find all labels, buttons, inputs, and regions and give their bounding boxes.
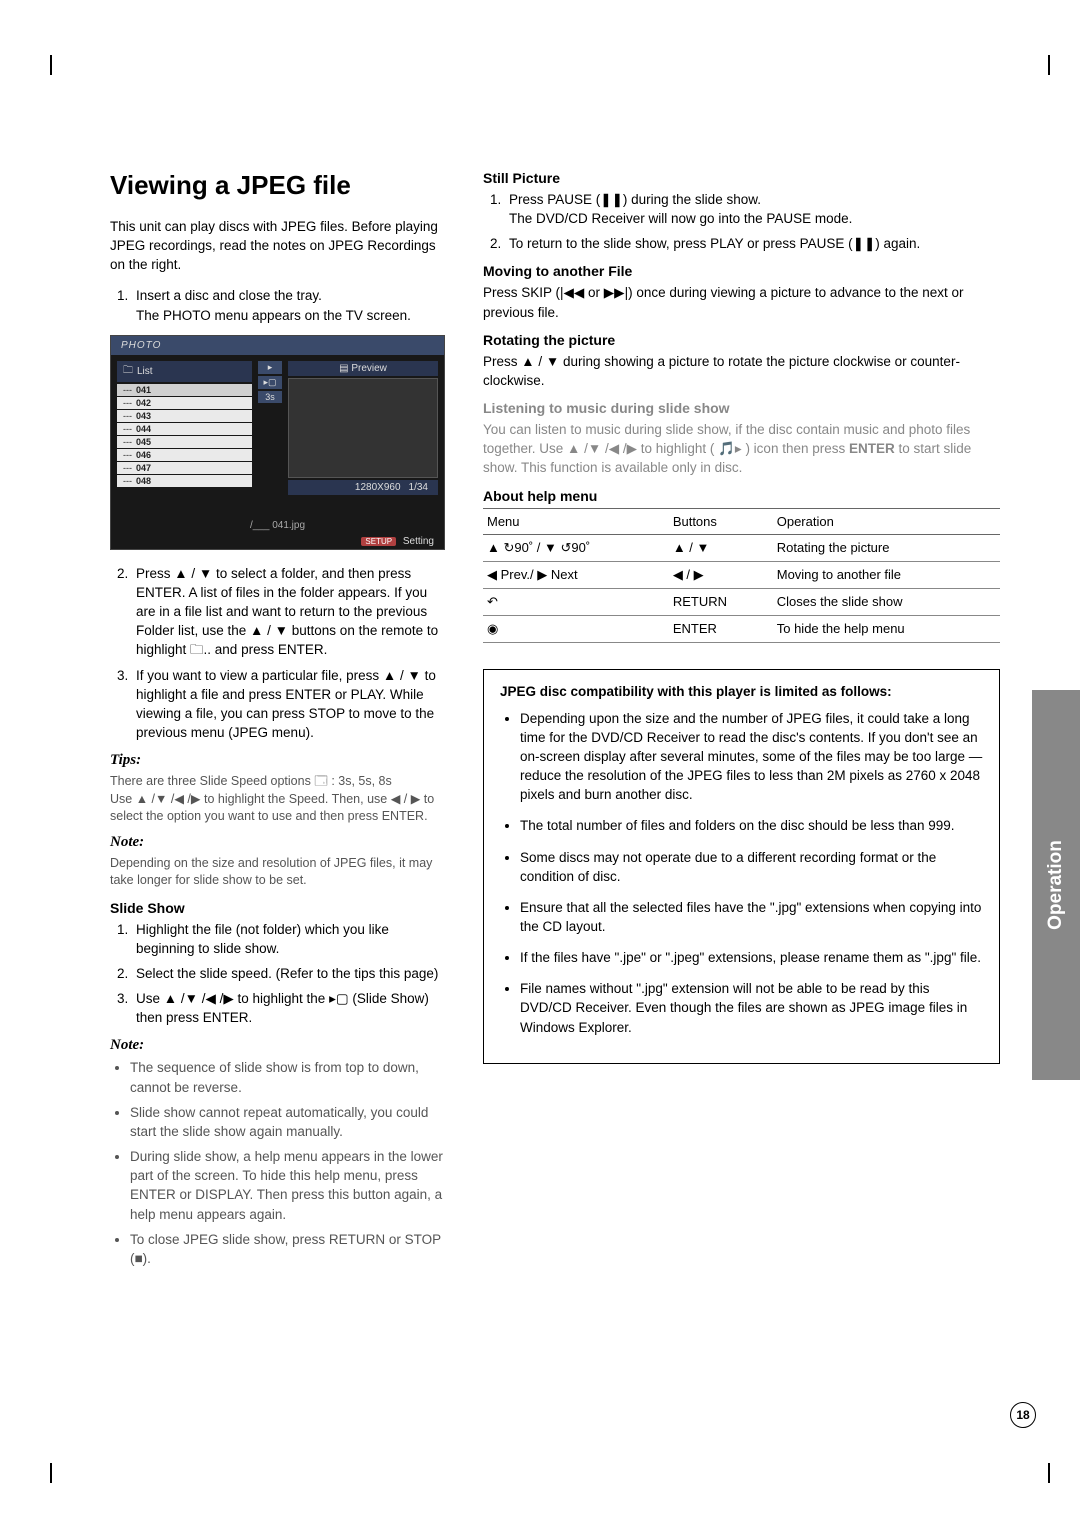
play-icon: ▸ [258,361,282,374]
compat-item: Ensure that all the selected files have … [520,898,983,936]
pm-row: ---041 [117,384,252,396]
note1-body: Depending on the size and resolution of … [110,855,445,890]
note-item: During slide show, a help menu appears i… [130,1147,445,1224]
help-table-row: ◉ENTERTo hide the help menu [483,615,1000,642]
pm-preview-head: ▤ Preview [288,361,438,376]
slide-step-1: Highlight the file (not folder) which yo… [132,920,445,958]
help-head: About help menu [483,488,1000,504]
page-number: 18 [1010,1402,1036,1428]
listen-head: Listening to music during slide show [483,400,1000,416]
intro-text: This unit can play discs with JPEG files… [110,217,445,274]
still-head: Still Picture [483,170,1000,186]
pm-title: PHOTO [111,336,444,355]
compat-list: Depending upon the size and the number o… [500,709,983,1037]
slideshow-icon: ▸▢ [258,376,282,389]
step-2: Press ▲ / ▼ to select a folder, and then… [132,564,445,660]
pm-resolution-bar: 1280X960 1/34 [288,480,438,495]
pm-icons: ▸ ▸▢ 3s [258,361,282,495]
pm-row: ---044 [117,423,252,435]
pm-list: 🗀 List ---041---042---043---044---045---… [117,361,252,495]
compat-item: If the files have ".jpe" or ".jpeg" exte… [520,948,983,967]
note-item: To close JPEG slide show, press RETURN o… [130,1230,445,1268]
listen-body: You can listen to music during slide sho… [483,420,1000,477]
main-steps-cont: Press ▲ / ▼ to select a folder, and then… [110,564,445,742]
pm-row: ---045 [117,436,252,448]
pm-list-head: 🗀 List [117,361,252,382]
rotate-head: Rotating the picture [483,332,1000,348]
help-table: Menu Buttons Operation ▲ ↻90˚ / ▼ ↺90˚▲ … [483,508,1000,643]
slide-step-2: Select the slide speed. (Refer to the ti… [132,964,445,983]
help-table-row: ▲ ↻90˚ / ▼ ↺90˚▲ / ▼Rotating the picture [483,534,1000,561]
speed-icon: 3s [258,391,282,403]
help-table-row: ↶RETURNCloses the slide show [483,588,1000,615]
slide-steps: Highlight the file (not folder) which yo… [110,920,445,1028]
note1-head: Note: [110,834,445,851]
preview-icon: ▤ [339,363,348,374]
note2-head: Note: [110,1037,445,1054]
pm-row: ---043 [117,410,252,422]
pm-row: ---046 [117,449,252,461]
move-head: Moving to another File [483,263,1000,279]
pm-preview-body [288,378,438,478]
pm-row: ---048 [117,475,252,487]
pm-path: /___ 041.jpg [111,517,444,534]
note-item: Slide show cannot repeat automatically, … [130,1103,445,1141]
tips-body2: Use ▲ /▼ /◀ /▶ to highlight the Speed. T… [110,791,445,826]
slide-head: Slide Show [110,900,445,916]
tips-head: Tips: [110,752,445,769]
help-table-row: ◀ Prev./ ▶ Next◀ / ▶Moving to another fi… [483,561,1000,588]
crop-mark-bl [50,1453,80,1483]
compat-head: JPEG disc compatibility with this player… [500,684,983,699]
step-1: Insert a disc and close the tray. The PH… [132,286,445,324]
music-play-icon: 🎵▸ [718,441,742,456]
compatibility-box: JPEG disc compatibility with this player… [483,669,1000,1064]
folder-icon: 🗀 [123,363,133,380]
help-table-header: Menu Buttons Operation [483,508,1000,534]
heading-jpeg: Viewing a JPEG file [110,170,445,201]
still-step-2: To return to the slide show, press PLAY … [505,234,1000,253]
step-3: If you want to view a particular file, p… [132,666,445,743]
setup-badge: SETUP [361,537,396,546]
note-item: The sequence of slide show is from top t… [130,1058,445,1096]
slide-step-3: Use ▲ /▼ /◀ /▶ to highlight the ▸▢ (Slid… [132,989,445,1027]
rotate-body: Press ▲ / ▼ during showing a picture to … [483,352,1000,390]
still-step-1: Press PAUSE (❚❚) during the slide show. … [505,190,1000,228]
tips-body1: There are three Slide Speed options 🗔 : … [110,773,445,791]
compat-item: Some discs may not operate due to a diff… [520,848,983,886]
right-column: Still Picture Press PAUSE (❚❚) during th… [483,170,1000,1274]
compat-item: Depending upon the size and the number o… [520,709,983,805]
pm-row: ---042 [117,397,252,409]
still-steps: Press PAUSE (❚❚) during the slide show. … [483,190,1000,253]
page-content: Viewing a JPEG file This unit can play d… [0,0,1080,1334]
pm-preview: ▤ Preview 1280X960 1/34 [288,361,438,495]
pm-row: ---047 [117,462,252,474]
move-body: Press SKIP (|◀◀ or ▶▶|) once during view… [483,283,1000,321]
note2-list: The sequence of slide show is from top t… [110,1058,445,1268]
photo-menu-screenshot: PHOTO 🗀 List ---041---042---043---044---… [110,335,445,550]
left-column: Viewing a JPEG file This unit can play d… [110,170,445,1274]
compat-item: The total number of files and folders on… [520,816,983,835]
compat-item: File names without ".jpg" extension will… [520,979,983,1036]
main-steps: Insert a disc and close the tray. The PH… [110,286,445,324]
pm-setting: SETUP Setting [111,534,444,549]
crop-mark-br [1020,1453,1050,1483]
